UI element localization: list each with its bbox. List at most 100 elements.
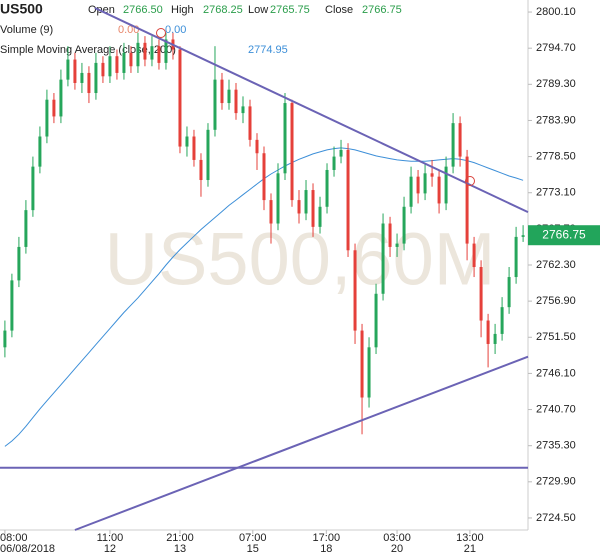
candle-body <box>332 156 336 170</box>
candle-body <box>3 330 7 348</box>
candle-body <box>185 136 189 147</box>
candle-body <box>381 223 385 294</box>
candle-body <box>66 59 70 80</box>
x-tick-label: 13:00 <box>456 532 484 544</box>
x-tick-label: 18 <box>320 543 332 555</box>
candle-body <box>514 236 518 278</box>
candle-body <box>451 123 455 167</box>
candle-body <box>409 176 413 207</box>
x-tick-label: 06/08/2018 <box>0 543 55 555</box>
high-label: High <box>171 4 194 16</box>
x-tick-label: 08:00 <box>0 532 28 544</box>
candle-body <box>395 243 399 247</box>
candle-body <box>493 333 497 344</box>
volume-value: 0.00 <box>165 24 186 36</box>
y-tick-label: 2789.30 <box>536 78 576 90</box>
watermark: US500,60M <box>105 218 496 301</box>
trendline <box>94 7 529 214</box>
candle-body <box>17 246 21 281</box>
candle-body <box>255 139 259 154</box>
candle-body <box>311 190 315 227</box>
candle-body <box>122 52 126 73</box>
candle-body <box>500 307 504 334</box>
candle-body <box>73 59 77 83</box>
candle-body <box>164 39 168 63</box>
candle-body <box>220 79 224 104</box>
price-tag-label: 2766.75 <box>542 227 586 241</box>
candle-body <box>346 149 350 251</box>
x-tick-label: 12 <box>104 543 116 555</box>
candle-body <box>486 320 490 344</box>
candle-body <box>241 106 245 114</box>
close-value: 2766.75 <box>362 4 402 16</box>
candle-body <box>199 159 203 181</box>
y-tick-label: 2724.50 <box>536 512 576 524</box>
sma-value: 2774.95 <box>248 44 288 56</box>
low-value: 2765.75 <box>270 4 310 16</box>
y-tick-label: 2773.10 <box>536 187 576 199</box>
y-tick-label: 2794.70 <box>536 42 576 54</box>
candle-body <box>248 106 252 140</box>
candle-body <box>521 235 525 237</box>
candle-body <box>297 200 301 214</box>
x-tick-label: 21 <box>464 543 476 555</box>
candle-body <box>318 206 322 227</box>
candle-body <box>52 99 56 117</box>
y-tick-label: 2746.10 <box>536 367 576 379</box>
candle-body <box>87 72 91 94</box>
x-tick-label: 11:00 <box>97 532 124 544</box>
x-tick-label: 07:00 <box>239 532 267 544</box>
candle-body <box>269 200 273 224</box>
y-tick-label: 2778.50 <box>536 150 576 162</box>
candle-body <box>276 173 280 224</box>
candle-body <box>178 49 182 147</box>
candle-body <box>150 46 154 60</box>
candle-body <box>115 56 119 73</box>
candle-body <box>157 46 161 63</box>
candle-body <box>430 173 434 177</box>
candle-body <box>437 176 441 204</box>
candle-body <box>129 52 133 67</box>
candle-body <box>59 79 63 117</box>
alert-marker <box>156 28 166 38</box>
trendline <box>74 355 529 531</box>
candle-body <box>444 166 448 204</box>
candle-body <box>339 149 343 157</box>
x-tick-label: 21:00 <box>166 532 194 544</box>
sma-label: Simple Moving Average (close, 200) <box>0 44 176 56</box>
candle-body <box>143 42 147 60</box>
candle-body <box>507 277 511 308</box>
candle-body <box>227 89 231 104</box>
candle-body <box>304 190 308 214</box>
y-tick-label: 2740.70 <box>536 403 576 415</box>
y-tick-label: 2762.30 <box>536 259 576 271</box>
candle-body <box>234 89 238 114</box>
candle-body <box>479 267 483 321</box>
high-value: 2768.25 <box>203 4 243 16</box>
candle-body <box>136 42 140 67</box>
candle-body <box>423 173 427 194</box>
candle-body <box>101 62 105 77</box>
y-tick-label: 2783.90 <box>536 114 576 126</box>
candle-body <box>80 72 84 83</box>
candle-body <box>325 169 329 207</box>
candle-body <box>402 206 406 244</box>
candle-body <box>94 62 98 94</box>
y-tick-label: 2756.90 <box>536 295 576 307</box>
candle-body <box>262 153 266 201</box>
candle-body <box>10 280 14 331</box>
close-label: Close <box>325 4 353 16</box>
candle-body <box>31 166 35 211</box>
candle-body <box>283 103 287 174</box>
candle-body <box>458 123 462 157</box>
symbol: US500 <box>0 1 43 17</box>
x-tick-label: 15 <box>247 543 259 555</box>
open-value: 2766.50 <box>123 4 163 16</box>
x-tick-label: 03:00 <box>383 532 411 544</box>
candle-body <box>374 293 378 348</box>
y-tick-label: 2751.50 <box>536 331 576 343</box>
candle-body <box>192 136 196 160</box>
y-tick-label: 2729.90 <box>536 476 576 488</box>
y-tick-label: 2800.10 <box>536 6 576 18</box>
candle-body <box>416 176 420 194</box>
